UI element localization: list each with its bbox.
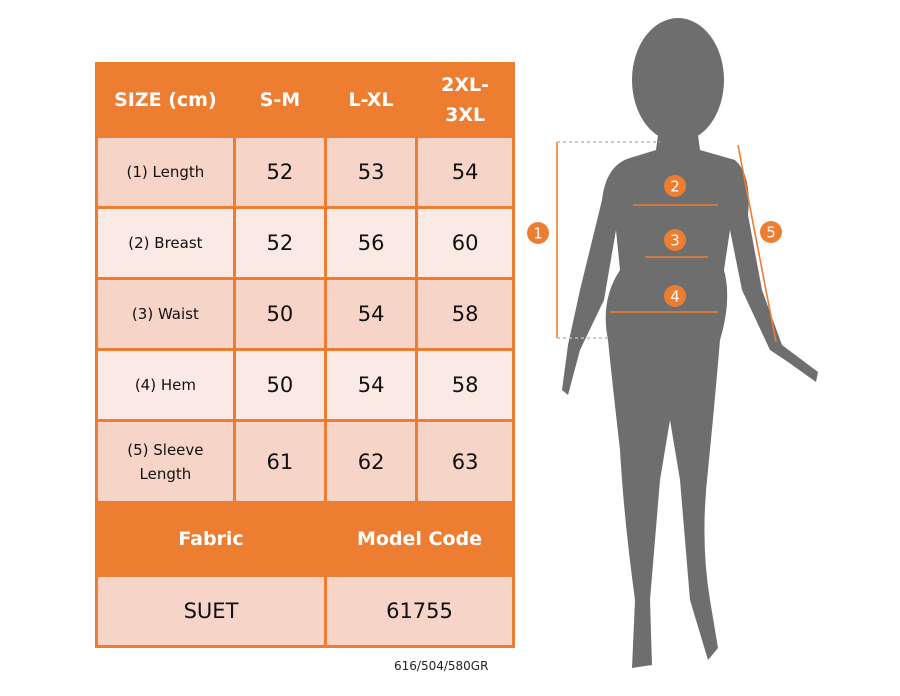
cell: 56: [323, 206, 419, 280]
marker-3: 3: [670, 232, 680, 250]
size-table: SIZE (cm) S-M L-XL 2XL-3XL (1) Length 52…: [95, 62, 516, 648]
model-code-value: 61755: [323, 574, 516, 648]
cell: 54: [323, 277, 419, 351]
cell: 58: [415, 348, 515, 422]
fabric-row: SUET 61755: [95, 574, 516, 648]
header-s-m: S-M: [232, 62, 327, 138]
cell: 63: [415, 419, 515, 504]
cell: 60: [415, 206, 515, 280]
cell: 62: [323, 419, 419, 504]
model-code-label: Model Code: [323, 501, 516, 577]
cell: 53: [323, 135, 419, 209]
marker-1: 1: [533, 225, 543, 243]
row-label: (4) Hem: [95, 348, 236, 422]
cell: 50: [232, 348, 327, 422]
marker-2: 2: [670, 178, 680, 196]
header-2xl-3xl: 2XL-3XL: [415, 62, 515, 138]
sleeve-line: [737, 144, 777, 343]
cell: 50: [232, 277, 327, 351]
cell: 52: [232, 206, 327, 280]
table-row: (3) Waist 50 54 58: [95, 277, 515, 351]
header-l-xl: L-XL: [323, 62, 419, 138]
cell: 54: [323, 348, 419, 422]
marker-badges: [527, 175, 782, 307]
marker-5: 5: [766, 224, 776, 242]
marker-4: 4: [670, 288, 680, 306]
row-label: (2) Breast: [95, 206, 236, 280]
fabric-header-row: Fabric Model Code: [95, 501, 516, 577]
header-size: SIZE (cm): [95, 62, 236, 138]
fabric-value: SUET: [95, 574, 327, 648]
measure-lines: [556, 141, 777, 343]
cell: 61: [232, 419, 327, 504]
fabric-label: Fabric: [95, 501, 327, 577]
header-row: SIZE (cm) S-M L-XL 2XL-3XL: [95, 62, 515, 138]
body-silhouette: 1 2 3 4 5: [527, 18, 818, 668]
table-row: (4) Hem 50 54 58: [95, 348, 515, 422]
table-row: (1) Length 52 53 54: [95, 135, 515, 209]
table-row: (2) Breast 52 56 60: [95, 206, 515, 280]
silhouette-shape: [562, 18, 818, 668]
weight-note: 616/504/580GR: [394, 659, 489, 673]
cell: 54: [415, 135, 515, 209]
cell: 52: [232, 135, 327, 209]
row-label: (3) Waist: [95, 277, 236, 351]
table-row: (5) Sleeve Length 61 62 63: [95, 419, 515, 504]
row-label: (1) Length: [95, 135, 236, 209]
cell: 58: [415, 277, 515, 351]
row-label: (5) Sleeve Length: [95, 419, 236, 504]
